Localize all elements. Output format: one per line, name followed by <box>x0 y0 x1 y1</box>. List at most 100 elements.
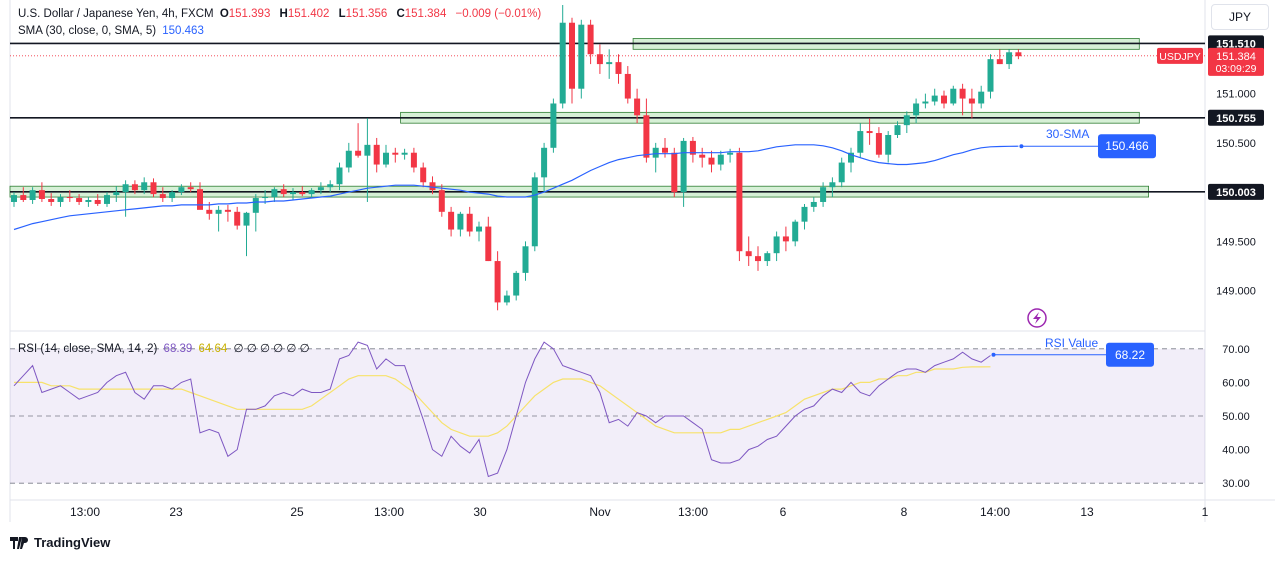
time-tick-11: 1 <box>1202 505 1209 519</box>
candle-body-93 <box>875 133 882 155</box>
candle-body-60 <box>569 22 575 89</box>
rsi-callout-box <box>1106 342 1154 367</box>
candle-body-48 <box>457 213 464 230</box>
candle-body-66 <box>624 73 631 99</box>
candle-body-10 <box>104 195 110 204</box>
time-tick-6: 13:00 <box>678 505 708 519</box>
time-tick-7: 6 <box>780 505 787 519</box>
price-tick-1: 150.500 <box>1216 138 1256 150</box>
candle-body-72 <box>680 140 687 193</box>
sma-callout-value: 150.466 <box>1105 139 1149 153</box>
open-value: O151.393 <box>219 8 271 20</box>
lightning-icon <box>1027 308 1047 328</box>
candle-body-92 <box>866 131 873 134</box>
last-price-value: 151.384 <box>1216 51 1256 63</box>
symbol-tag-box <box>1157 47 1203 64</box>
price-tick-3: 149.000 <box>1216 286 1256 298</box>
candle-body-88 <box>829 182 836 188</box>
candle-body-23 <box>224 209 231 212</box>
time-tick-3: 13:00 <box>374 505 404 519</box>
candle-body-103 <box>968 98 975 104</box>
candle-body-2 <box>29 190 36 200</box>
last-price-box <box>1208 47 1264 76</box>
candle-body-49 <box>466 213 473 232</box>
candle-body-3 <box>38 190 45 200</box>
rsi-ma-value: 64.64 <box>198 343 228 355</box>
candle-body-104 <box>978 91 985 104</box>
candle-body-63 <box>596 54 603 65</box>
candle-body-11 <box>113 192 120 196</box>
candle-body-75 <box>708 157 715 165</box>
candle-body-94 <box>885 135 892 155</box>
candle-body-91 <box>857 131 864 153</box>
currency-button[interactable]: JPY <box>1211 4 1269 30</box>
candle-body-76 <box>717 154 724 165</box>
candle-body-0 <box>11 195 17 202</box>
price-tick-0: 151.000 <box>1216 89 1256 101</box>
candle-body-40 <box>383 152 389 165</box>
candle-body-41 <box>392 152 399 155</box>
candle-body-46 <box>438 190 445 212</box>
candle-body-8 <box>85 200 92 202</box>
candle-body-73 <box>689 140 696 155</box>
sma-line <box>13 144 1019 231</box>
candle-body-80 <box>755 256 761 262</box>
candle-body-81 <box>764 253 771 262</box>
change-value: −0.009 (−0.01%) <box>455 8 542 20</box>
level-label-box-1 <box>1208 109 1264 126</box>
ohlc-legend: U.S. Dollar / Japanese Yen, 4h, FXCM O15… <box>18 8 544 20</box>
high-value: H151.402 <box>279 8 330 20</box>
rsi-callout-value: 68.22 <box>1115 348 1145 362</box>
rsi-tick-0: 70.00 <box>1222 344 1250 356</box>
candle-body-14 <box>141 182 148 191</box>
candle-body-105 <box>987 59 994 92</box>
candle-body-38 <box>364 144 371 156</box>
candle-body-44 <box>420 167 427 183</box>
candle-body-59 <box>559 22 566 104</box>
candle-body-97 <box>913 103 920 116</box>
candle-body-53 <box>503 295 510 303</box>
candle-body-85 <box>801 206 808 222</box>
candle-body-90 <box>848 152 854 163</box>
time-tick-10: 13 <box>1080 505 1094 519</box>
candle-body-62 <box>587 24 594 55</box>
sma-callout-box <box>1098 134 1156 159</box>
rsi-label: RSI (14, close, SMA, 14, 2) <box>18 343 158 355</box>
candle-body-83 <box>782 236 789 242</box>
level-label-box-0 <box>1208 35 1264 52</box>
brand-name: TradingView <box>34 535 111 550</box>
candle-body-4 <box>48 199 55 202</box>
candle-body-51 <box>485 226 492 262</box>
candle-body-70 <box>662 147 668 153</box>
candle-body-58 <box>550 103 557 148</box>
candle-body-67 <box>634 98 641 116</box>
candle-body-15 <box>150 182 157 195</box>
sma-label: SMA (30, close, 0, SMA, 5) <box>18 25 157 37</box>
candle-body-29 <box>280 189 287 195</box>
sma-value: 150.463 <box>162 25 204 37</box>
candle-body-26 <box>252 198 259 213</box>
time-tick-5: Nov <box>589 505 610 519</box>
candle-body-99 <box>931 95 938 102</box>
rsi-ma-line <box>14 366 991 437</box>
candle-body-31 <box>299 192 306 195</box>
candle-body-5 <box>57 197 64 202</box>
level-label-0: 151.510 <box>1216 38 1256 50</box>
lightning-bolt-icon <box>1033 312 1041 324</box>
candle-body-9 <box>94 200 101 204</box>
tradingview-logo[interactable]: TradingView <box>10 535 110 550</box>
time-tick-2: 25 <box>290 505 304 519</box>
symbol-title: U.S. Dollar / Japanese Yen, 4h, FXCM <box>18 8 214 20</box>
candle-body-13 <box>131 184 138 191</box>
candle-body-28 <box>271 189 278 198</box>
last-price-countdown: 03:09:29 <box>1216 63 1257 75</box>
candle-body-101 <box>950 88 957 104</box>
candle-body-95 <box>894 125 901 135</box>
candle-body-102 <box>959 88 966 99</box>
candle-body-19 <box>187 187 194 190</box>
candle-body-77 <box>727 152 734 155</box>
candle-body-37 <box>355 150 362 156</box>
candle-body-17 <box>169 192 176 199</box>
candle-body-71 <box>671 152 678 193</box>
